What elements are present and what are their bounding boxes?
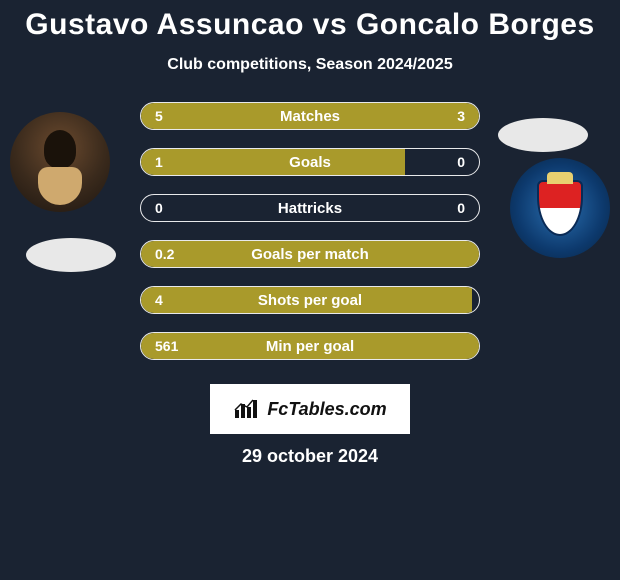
brand-chart-icon	[233, 398, 261, 420]
bar-value-right: 0	[457, 200, 465, 216]
player-left-avatar	[10, 112, 110, 212]
bar-value-right: 0	[457, 154, 465, 170]
bar-label: Matches	[280, 108, 340, 125]
stat-row: 0 Hattricks 0	[140, 194, 480, 222]
player-left-flag	[26, 238, 116, 272]
bar-value-left: 561	[155, 338, 178, 354]
brand-text: FcTables.com	[267, 399, 386, 420]
bar-label: Goals	[289, 154, 331, 171]
bar-label: Min per goal	[266, 338, 354, 355]
brand-box: FcTables.com	[210, 384, 410, 434]
stat-row: 5 Matches 3	[140, 102, 480, 130]
bar-fill-left	[141, 149, 405, 175]
bar-label: Hattricks	[278, 200, 342, 217]
stat-row: 561 Min per goal	[140, 332, 480, 360]
crest-icon	[537, 180, 583, 236]
bar-value-right: 3	[457, 108, 465, 124]
comparison-infographic: Gustavo Assuncao vs Goncalo Borges Club …	[0, 0, 620, 467]
bar-value-left: 4	[155, 292, 163, 308]
stat-row: 0.2 Goals per match	[140, 240, 480, 268]
player-right-club-crest	[510, 158, 610, 258]
bar-label: Shots per goal	[258, 292, 362, 309]
page-title: Gustavo Assuncao vs Goncalo Borges	[0, 8, 620, 42]
bar-value-left: 0.2	[155, 246, 174, 262]
stat-bars: 5 Matches 3 1 Goals 0 0 Hattricks 0 0.2 Goals per …	[140, 102, 480, 360]
bar-value-left: 0	[155, 200, 163, 216]
bar-label: Goals per match	[251, 246, 369, 263]
stat-row: 1 Goals 0	[140, 148, 480, 176]
stat-row: 4 Shots per goal	[140, 286, 480, 314]
player-right-flag	[498, 118, 588, 152]
date-text: 29 october 2024	[0, 446, 620, 467]
content-area: 5 Matches 3 1 Goals 0 0 Hattricks 0 0.2 Goals per …	[0, 102, 620, 467]
bar-value-left: 5	[155, 108, 163, 124]
subtitle: Club competitions, Season 2024/2025	[0, 56, 620, 74]
bar-value-left: 1	[155, 154, 163, 170]
